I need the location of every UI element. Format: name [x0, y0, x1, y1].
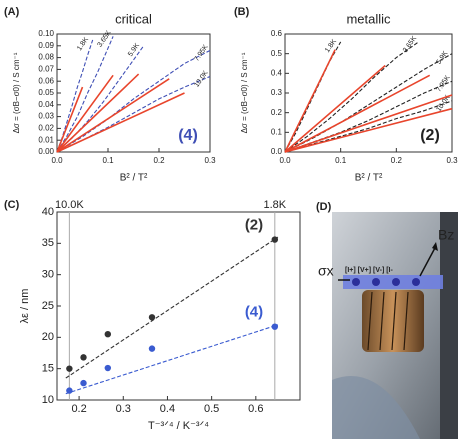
x-tick-label: 0.2	[391, 156, 403, 165]
x-axis-label: B² / T²	[355, 173, 383, 184]
panel-label: (D)	[316, 201, 332, 213]
photo: [I+] [V+] [V-] [I- Bz σx (D)	[316, 201, 458, 439]
y-tick-label: 30	[42, 269, 54, 281]
curve-label: 10.0K	[193, 69, 209, 88]
top-tick-label: 10.0K	[55, 199, 84, 211]
top-tick-label: 1.8K	[263, 199, 286, 211]
plot-frame	[57, 212, 300, 400]
annotation: (4)	[178, 127, 198, 144]
y-tick-label: 0.1	[271, 127, 283, 136]
y-tick-label: 25	[42, 300, 54, 312]
data-point	[80, 380, 86, 386]
x-tick-label: 0.0	[279, 156, 291, 165]
y-tick-label: 15	[42, 363, 54, 375]
x-tick-label: 0.6	[248, 403, 263, 415]
y-tick-label: 0.0	[271, 147, 283, 156]
dashed-curve	[57, 46, 144, 152]
data-point	[105, 365, 111, 371]
x-axis-label: B² / T²	[120, 173, 148, 184]
y-tick-label: 0.10	[38, 29, 54, 38]
x-tick-label: 0.0	[51, 156, 63, 165]
figure: [I+] [V+] [V-] [I- Bz σx (D) (A) critical…	[0, 0, 458, 439]
y-tick-label: 10	[42, 394, 54, 406]
y-tick-label: 0.03	[38, 112, 54, 121]
y-tick-label: 0.01	[38, 135, 54, 144]
curve-label: 5.9K	[435, 50, 449, 66]
data-point	[149, 314, 155, 320]
y-tick-label: 0.4	[271, 68, 283, 77]
x-tick-label: 0.1	[102, 156, 114, 165]
curve-label: 5.9K	[127, 42, 141, 58]
y-tick-label: 0.2	[271, 108, 283, 117]
panel-label: (B)	[234, 6, 250, 18]
contact-labels: [I+] [V+] [V-] [I-	[345, 267, 394, 274]
curve-label: 7.95K	[193, 43, 209, 62]
curve-label: 1.8K	[324, 38, 338, 54]
data-point	[149, 345, 155, 351]
data-point	[66, 365, 72, 371]
x-tick-label: 0.2	[153, 156, 165, 165]
x-tick-label: 0.4	[160, 403, 175, 415]
fit-line	[285, 75, 430, 152]
data-point	[80, 354, 86, 360]
y-tick-label: 40	[42, 206, 54, 218]
y-tick-label: 0.02	[38, 124, 54, 133]
fit-line	[57, 79, 169, 152]
curve-label: 3.65K	[97, 29, 113, 48]
x-tick-label: 0.1	[335, 156, 347, 165]
x-tick-label: 0.3	[204, 156, 216, 165]
series-label: (4)	[245, 304, 263, 321]
y-tick-label: 0.05	[38, 88, 54, 97]
y-axis-label: Δσ = (σB−σ0) / S cm⁻¹	[12, 52, 21, 133]
chart-title: critical	[115, 11, 152, 26]
panel-label: (C)	[4, 199, 20, 211]
panel-label: (A)	[4, 6, 20, 18]
x-tick-label: 0.5	[204, 403, 219, 415]
y-tick-label: 0.6	[271, 29, 283, 38]
x-axis-label: T⁻³ᐟ⁴ / K⁻³ᐟ⁴	[148, 420, 209, 432]
y-tick-label: 0.07	[38, 65, 54, 74]
y-tick-label: 20	[42, 331, 54, 343]
series-label: (2)	[245, 217, 263, 234]
dashed-curve	[66, 325, 278, 394]
photo-holder	[440, 212, 458, 439]
data-point	[105, 331, 111, 337]
y-tick-label: 0.06	[38, 76, 54, 85]
chart-title: metallic	[346, 11, 391, 26]
y-tick-label: 0.08	[38, 53, 54, 62]
x-tick-label: 0.2	[71, 403, 86, 415]
fit-line	[57, 75, 113, 152]
curve-label: 3.65K	[402, 35, 418, 54]
curve-label: 1.8K	[76, 36, 90, 52]
fit-line	[57, 74, 139, 152]
current-label: σx	[318, 263, 334, 279]
x-tick-label: 0.3	[446, 156, 458, 165]
y-tick-label: 0.04	[38, 100, 54, 109]
y-axis-label: λε / nm	[19, 289, 31, 324]
y-tick-label: 0.3	[271, 88, 283, 97]
x-tick-label: 0.3	[116, 403, 131, 415]
y-tick-label: 0.5	[271, 49, 283, 58]
field-label: Bz	[438, 227, 454, 243]
annotation: (2)	[420, 127, 440, 144]
y-tick-label: 35	[42, 237, 54, 249]
curve-label: 7.95K	[435, 74, 451, 93]
y-tick-label: 0.00	[38, 147, 54, 156]
y-axis-label: Δσ = (σB−σ0) / S cm⁻¹	[240, 52, 249, 133]
y-tick-label: 0.09	[38, 41, 54, 50]
